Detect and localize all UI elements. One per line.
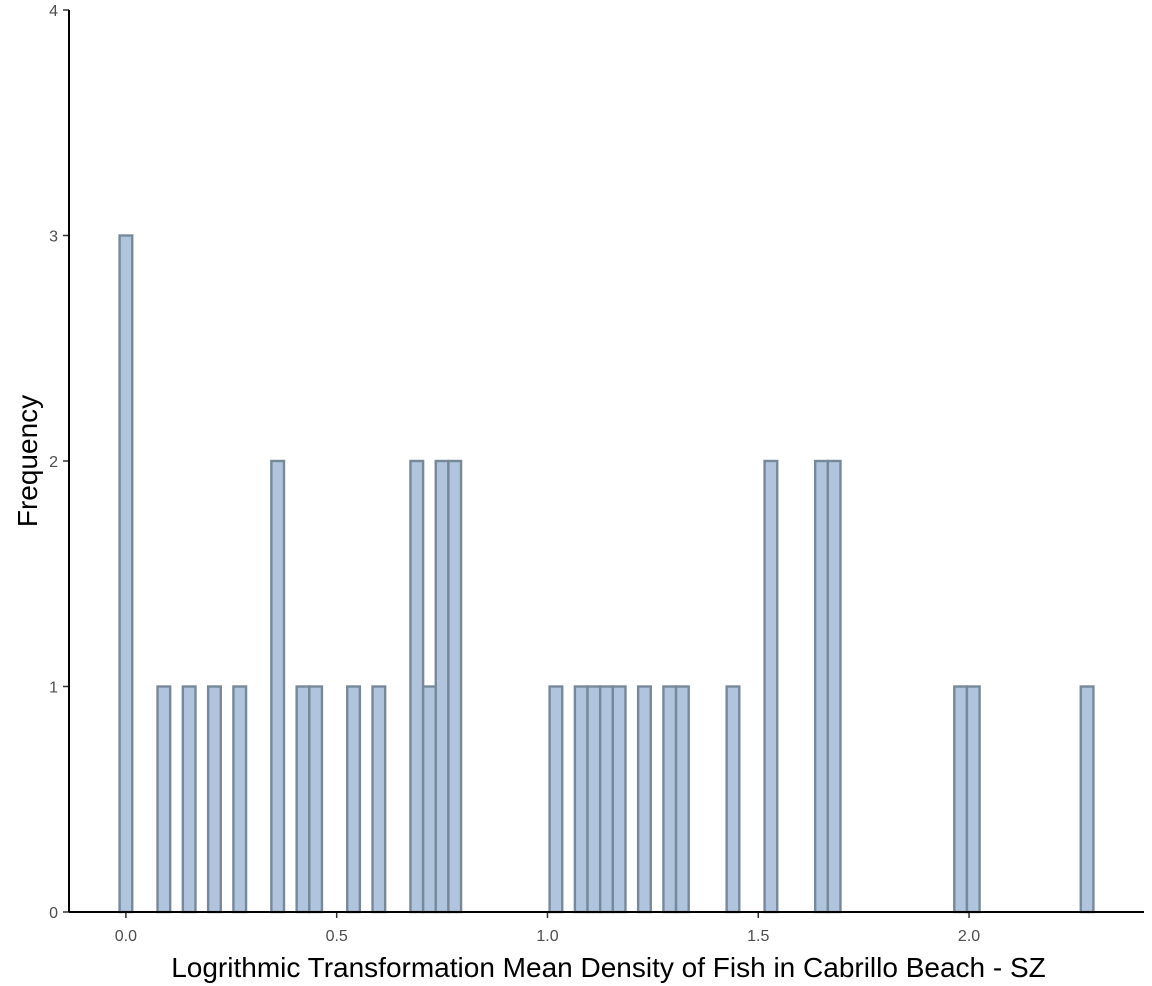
histogram-bar bbox=[725, 685, 741, 914]
histogram-bar bbox=[826, 459, 842, 914]
histogram-bar bbox=[346, 685, 362, 914]
histogram-bar bbox=[763, 459, 779, 914]
histogram-bar bbox=[409, 459, 425, 914]
y-tick-label: 0 bbox=[49, 905, 58, 922]
histogram-bar bbox=[270, 459, 286, 914]
y-tick-label: 3 bbox=[49, 229, 58, 246]
histogram-bar bbox=[573, 685, 589, 914]
histogram-bar bbox=[447, 459, 463, 914]
bars-group bbox=[118, 234, 1095, 914]
y-tick-label: 1 bbox=[49, 680, 58, 697]
y-tick-label: 4 bbox=[49, 3, 58, 20]
x-tick-label: 0.5 bbox=[326, 928, 348, 945]
x-tick-label: 1.0 bbox=[536, 928, 558, 945]
y-tick-label: 2 bbox=[49, 454, 58, 471]
histogram-bar bbox=[156, 685, 172, 914]
x-axis-title: Logrithmic Transformation Mean Density o… bbox=[171, 952, 1046, 983]
histogram-bar bbox=[965, 685, 981, 914]
histogram-bar bbox=[953, 685, 969, 914]
histogram-bar bbox=[206, 685, 222, 914]
histogram-bar bbox=[611, 685, 627, 914]
x-axis-ticks: 0.0 0.5 1.0 1.5 2.0 bbox=[115, 912, 980, 945]
histogram-bar bbox=[421, 685, 437, 914]
histogram-bar bbox=[295, 685, 311, 914]
histogram-bar bbox=[548, 685, 564, 914]
histogram-bar bbox=[586, 685, 602, 914]
x-tick-label: 2.0 bbox=[958, 928, 980, 945]
histogram-bar bbox=[181, 685, 197, 914]
x-tick-label: 1.5 bbox=[747, 928, 769, 945]
y-axis-title: Frequency bbox=[12, 395, 43, 527]
histogram-bar bbox=[434, 459, 450, 914]
y-axis-ticks: 0 1 2 3 4 bbox=[49, 3, 69, 922]
histogram-bar bbox=[598, 685, 615, 914]
histogram-bar bbox=[371, 685, 387, 914]
histogram-bar bbox=[118, 234, 134, 914]
histogram-bar bbox=[232, 685, 248, 914]
histogram-bar bbox=[674, 685, 690, 914]
histogram-bar bbox=[1079, 685, 1095, 914]
histogram-bar bbox=[308, 685, 324, 914]
histogram-bar bbox=[813, 459, 830, 914]
histogram-bar bbox=[662, 685, 678, 914]
histogram-bar bbox=[636, 685, 652, 914]
x-tick-label: 0.0 bbox=[115, 928, 137, 945]
